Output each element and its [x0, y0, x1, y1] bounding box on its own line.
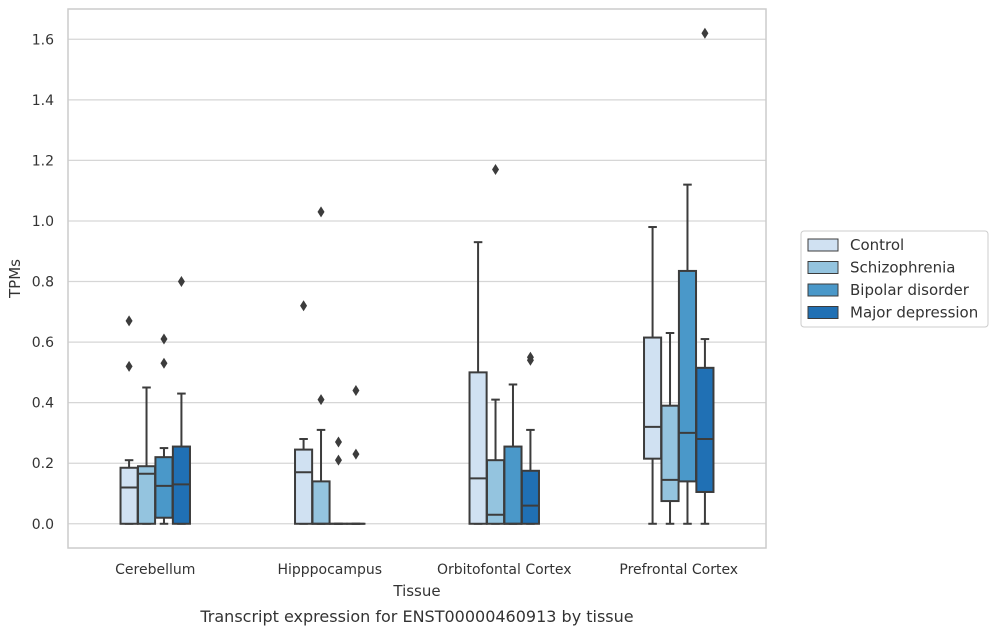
box-iqr — [504, 447, 521, 524]
box-iqr — [295, 450, 312, 524]
y-tick-label: 1.4 — [32, 93, 54, 109]
legend-label: Bipolar disorder — [850, 281, 970, 299]
legend-swatch — [808, 307, 838, 319]
legend-swatch — [808, 239, 838, 251]
y-tick-label: 1.2 — [32, 153, 54, 169]
y-axis-ticks: 0.0 0.2 0.4 0.6 0.8 1.0 1.2 1.4 1.6 — [32, 32, 54, 532]
y-tick-label: 0.4 — [32, 396, 54, 412]
outlier-point — [701, 28, 708, 39]
box-iqr — [522, 471, 539, 524]
box-control — [470, 242, 487, 524]
box-bipolar-disorder — [504, 384, 521, 523]
outlier-point — [126, 361, 133, 372]
outlier-point — [318, 206, 325, 217]
outlier-point — [492, 164, 499, 175]
box-major-depression — [173, 276, 190, 524]
box-control — [295, 300, 312, 524]
outlier-point — [335, 437, 342, 448]
x-axis-title: Tissue — [392, 582, 440, 600]
box-control — [121, 315, 138, 523]
legend: Control Schizophrenia Bipolar disorder Majo… — [801, 231, 988, 327]
box-schizophrenia — [312, 206, 329, 523]
box-schizophrenia — [138, 388, 155, 524]
legend-item: Major depression — [808, 304, 978, 322]
y-tick-label: 0.2 — [32, 456, 54, 472]
y-tick-label: 1.6 — [32, 32, 54, 48]
legend-label: Schizophrenia — [850, 259, 955, 277]
box-schizophrenia — [487, 164, 504, 524]
legend-item: Schizophrenia — [808, 259, 955, 277]
outlier-point — [352, 449, 359, 460]
x-tick-label: Cerebellum — [115, 562, 195, 578]
box-iqr — [155, 457, 172, 518]
outlier-point — [318, 394, 325, 405]
chart-caption: Transcript expression for ENST0000046091… — [199, 607, 633, 626]
y-tick-label: 0.8 — [32, 275, 54, 291]
outlier-point — [352, 385, 359, 396]
box-bipolar-disorder — [155, 334, 172, 524]
box-iqr — [121, 468, 138, 524]
box-groups — [121, 28, 714, 524]
box-iqr — [138, 466, 155, 524]
box-bipolar-disorder — [679, 185, 696, 524]
box-iqr — [312, 481, 329, 523]
legend-label: Control — [850, 236, 904, 254]
y-tick-label: 0.0 — [32, 517, 54, 533]
box-iqr — [679, 271, 696, 481]
legend-swatch — [808, 284, 838, 296]
legend-item: Control — [808, 236, 904, 254]
x-tick-label: Hipppocampus — [277, 562, 382, 578]
box-iqr — [696, 368, 713, 492]
box-major-depression — [522, 352, 539, 524]
outlier-point — [178, 276, 185, 287]
outlier-point — [160, 334, 167, 345]
box-schizophrenia — [661, 333, 678, 524]
y-tick-label: 1.0 — [32, 214, 54, 230]
x-axis-ticks: Cerebellum Hipppocampus Orbitofontal Corte… — [115, 562, 738, 578]
legend-item: Bipolar disorder — [808, 281, 970, 299]
y-axis-title: TPMs — [6, 259, 24, 299]
box-control — [644, 227, 661, 524]
box-bipolar-disorder — [330, 437, 347, 524]
box-iqr — [470, 372, 487, 523]
box-major-depression — [696, 28, 713, 524]
outlier-point — [300, 300, 307, 311]
legend-label: Major depression — [850, 304, 978, 322]
outlier-point — [126, 315, 133, 326]
outlier-point — [160, 358, 167, 369]
legend-swatch — [808, 262, 838, 274]
box-major-depression — [347, 385, 364, 524]
y-tick-label: 0.6 — [32, 335, 54, 351]
box-iqr — [661, 406, 678, 501]
outlier-point — [335, 455, 342, 466]
x-tick-label: Prefrontal Cortex — [619, 562, 738, 578]
box-iqr — [644, 338, 661, 459]
x-tick-label: Orbitofontal Cortex — [437, 562, 572, 578]
